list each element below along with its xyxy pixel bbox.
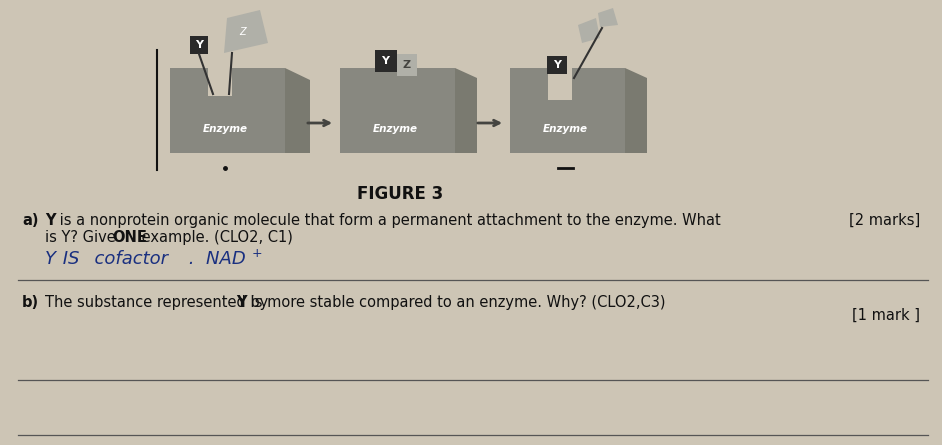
Polygon shape <box>340 68 455 153</box>
Text: +: + <box>252 247 263 260</box>
Text: Z: Z <box>403 60 411 70</box>
Text: b): b) <box>22 295 40 310</box>
Polygon shape <box>397 54 417 76</box>
Text: FIGURE 3: FIGURE 3 <box>357 185 443 203</box>
Text: [2 marks]: [2 marks] <box>849 213 920 228</box>
Text: Y: Y <box>195 40 203 50</box>
Text: is a nonprotein organic molecule that form a permanent attachment to the enzyme.: is a nonprotein organic molecule that fo… <box>55 213 721 228</box>
Polygon shape <box>510 68 625 153</box>
Polygon shape <box>190 36 208 54</box>
Text: [1 mark ]: [1 mark ] <box>852 308 920 323</box>
Text: The substance represented by: The substance represented by <box>45 295 273 310</box>
Polygon shape <box>625 68 647 153</box>
Text: is more stable compared to an enzyme. Why? (CLO2,C3): is more stable compared to an enzyme. Wh… <box>246 295 665 310</box>
Text: Enzyme: Enzyme <box>372 124 417 134</box>
Polygon shape <box>455 68 477 153</box>
Polygon shape <box>598 8 618 27</box>
Text: Y: Y <box>553 60 561 70</box>
Polygon shape <box>170 68 285 153</box>
Text: IS: IS <box>57 250 79 268</box>
Text: a): a) <box>22 213 39 228</box>
Text: Y: Y <box>45 213 56 228</box>
Text: Y: Y <box>381 56 389 66</box>
Polygon shape <box>285 68 310 153</box>
Polygon shape <box>578 18 600 43</box>
Text: Z: Z <box>239 27 246 37</box>
Polygon shape <box>224 10 268 53</box>
Text: example. (CLO2, C1): example. (CLO2, C1) <box>137 230 293 245</box>
Text: Enzyme: Enzyme <box>203 124 248 134</box>
Text: ONE: ONE <box>112 230 147 245</box>
Text: is Y? Give: is Y? Give <box>45 230 121 245</box>
Polygon shape <box>375 50 397 72</box>
Text: Y: Y <box>236 295 247 310</box>
Text: Enzyme: Enzyme <box>543 124 588 134</box>
Text: cofactor: cofactor <box>83 250 168 268</box>
Polygon shape <box>547 56 567 74</box>
Text: Y: Y <box>45 250 56 268</box>
Text: .  NAD: . NAD <box>183 250 246 268</box>
